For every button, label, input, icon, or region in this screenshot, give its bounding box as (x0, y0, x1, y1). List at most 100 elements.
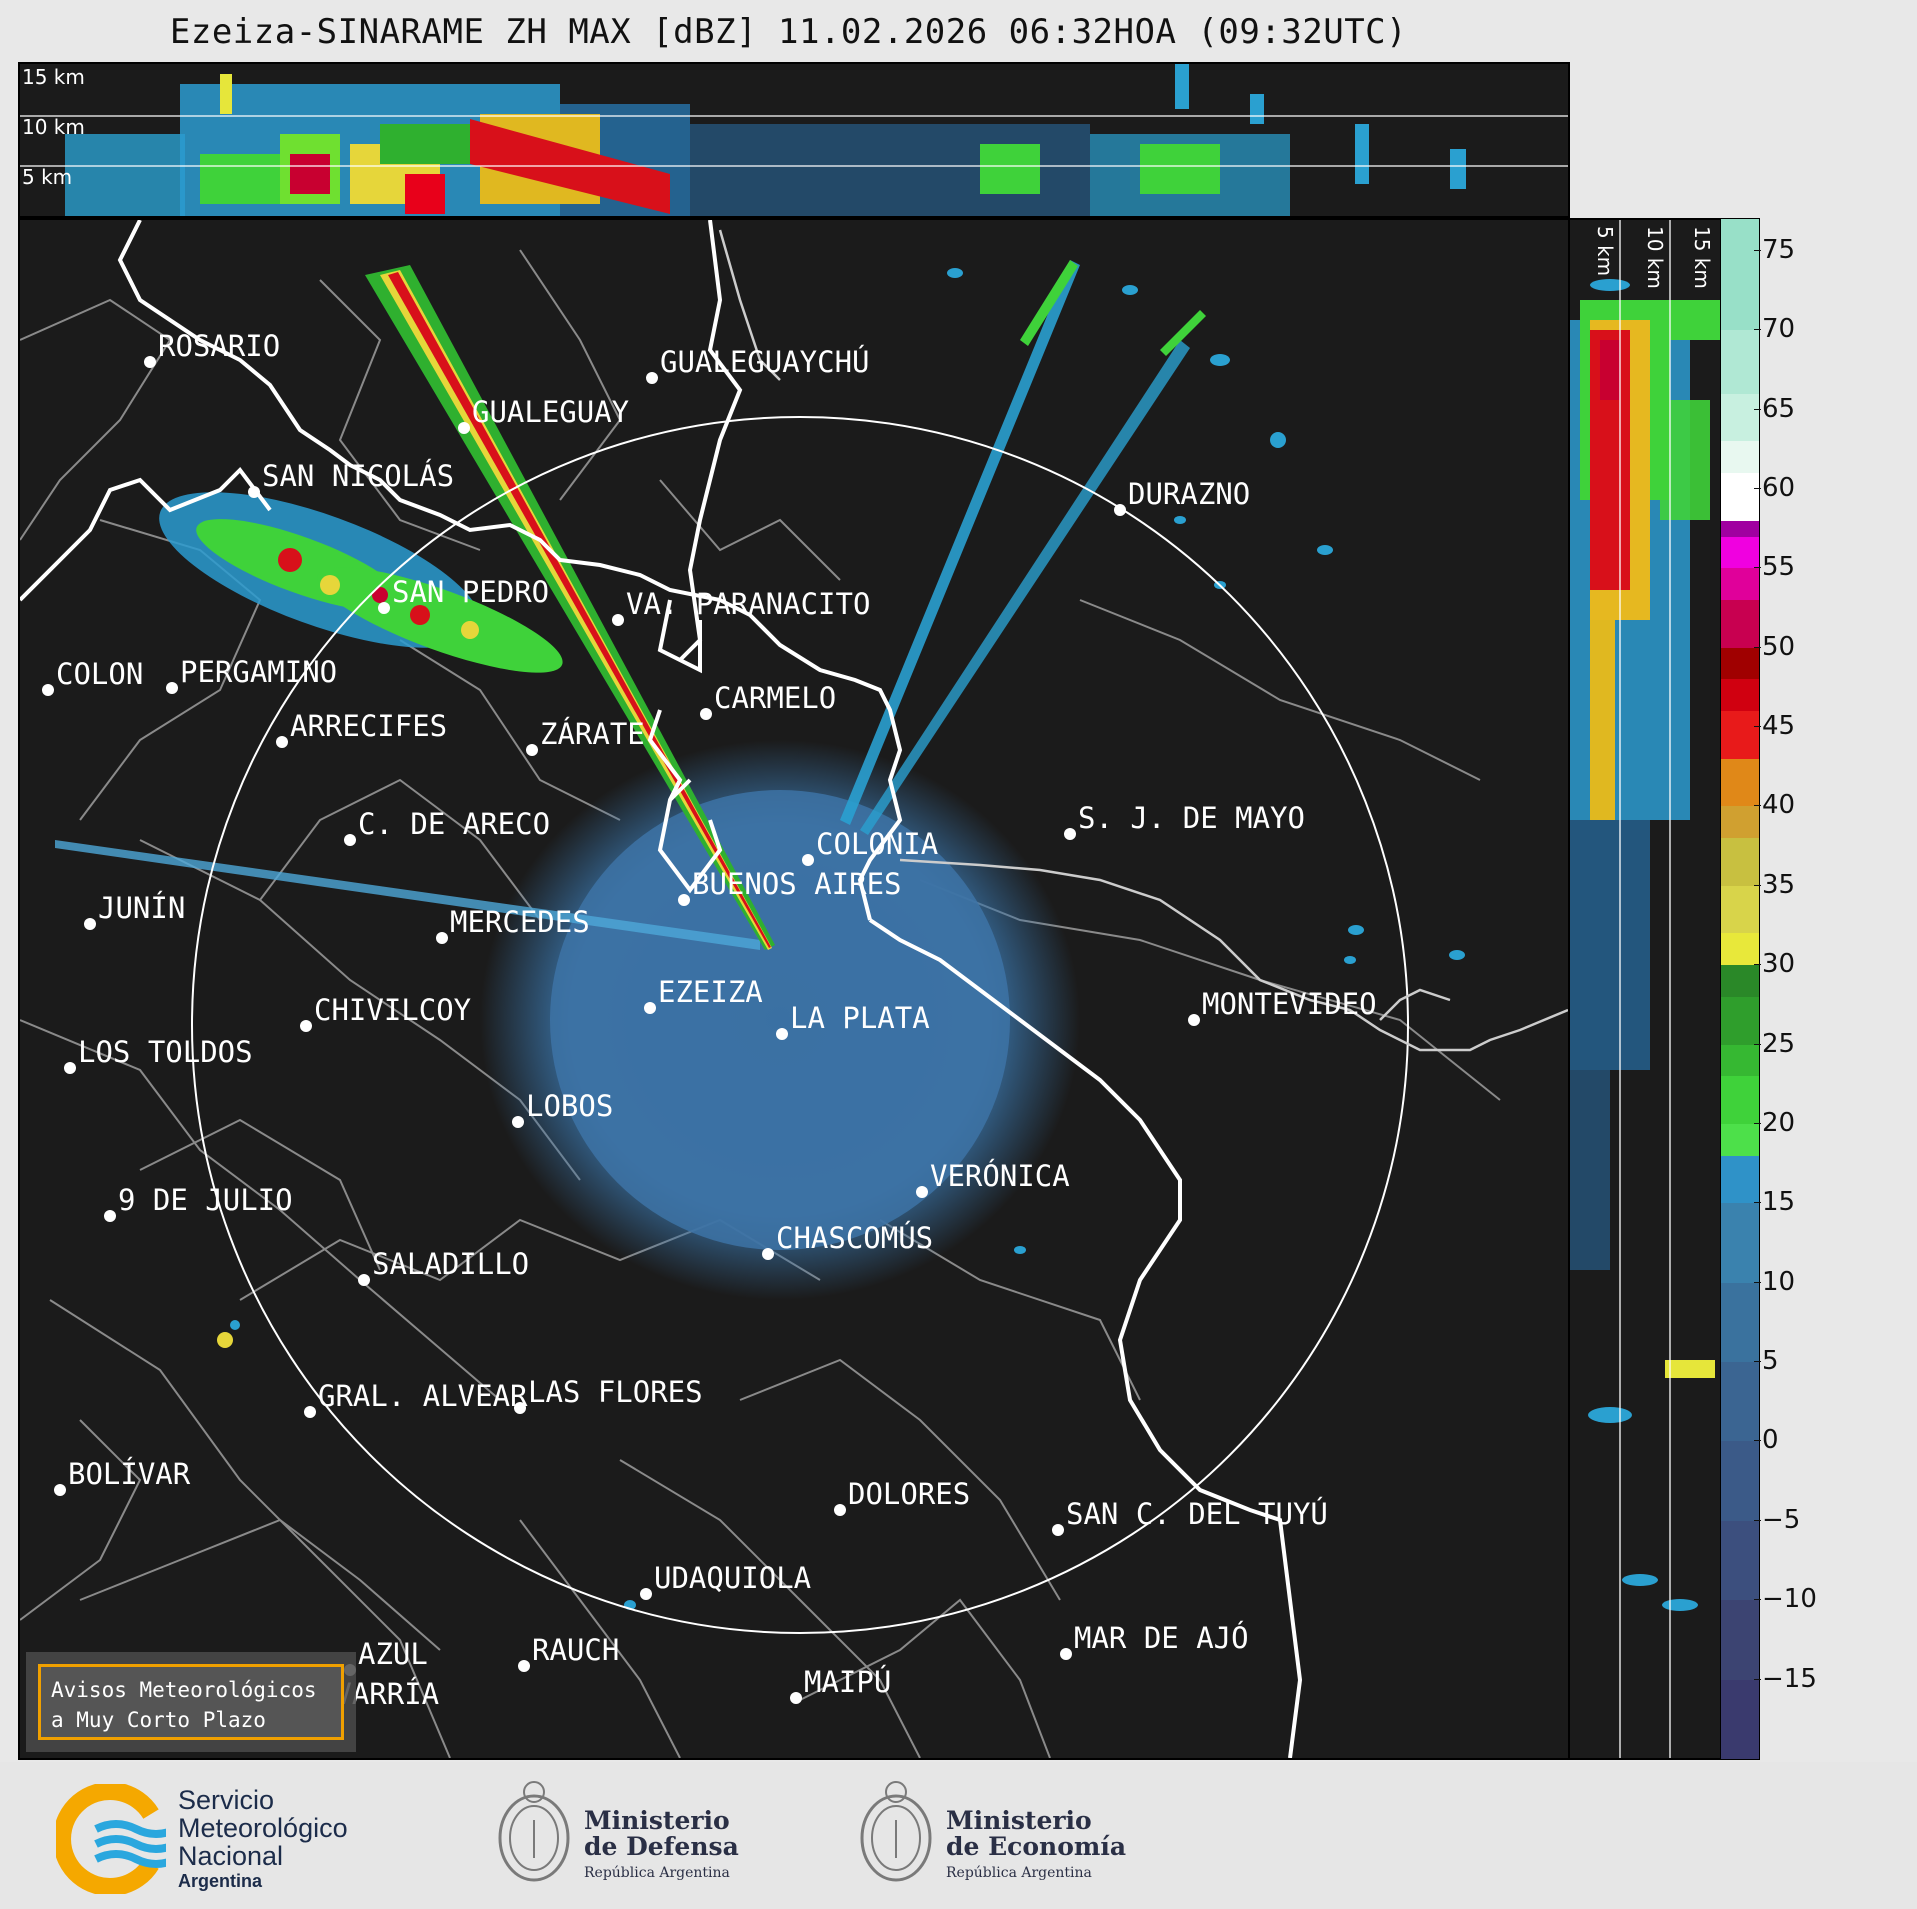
side-height-label-5km: 5 km (1593, 226, 1617, 276)
city-marker (166, 682, 178, 694)
smn-line-4: Argentina (178, 1871, 263, 1891)
city-marker (640, 1588, 652, 1600)
radar-map-panel: ROSARIO GUALEGUAYCHÚ GUALEGUAY SAN NICOLÁS D… (18, 218, 1570, 1760)
colorbar-segment (1721, 473, 1759, 521)
height-label-5km: 5 km (22, 165, 72, 189)
city-label: MERCEDES (450, 905, 590, 939)
colorbar-tick-label: 50 (1753, 631, 1796, 662)
city-marker (1060, 1648, 1072, 1660)
city-label: BOLÍVAR (68, 1457, 191, 1491)
economia-line-2: de Economía (946, 1832, 1127, 1861)
economia-name: Ministerio de Economía República Argenti… (946, 1808, 1126, 1886)
colorbar-segment (1721, 1044, 1759, 1077)
city-label: JUNÍN (98, 891, 185, 925)
side-height-label-10km: 10 km (1643, 226, 1667, 289)
city-marker (104, 1210, 116, 1222)
city-label: MONTEVIDEO (1202, 987, 1377, 1021)
city-label: COLON (56, 657, 143, 691)
top-cross-section-panel: 15 km 10 km 5 km (18, 62, 1570, 218)
colorbar-segment (1721, 1203, 1759, 1283)
colorbar-tick-label: −10 (1754, 1584, 1817, 1615)
colorbar-segment (1721, 933, 1759, 966)
city-marker (512, 1116, 524, 1128)
side-height-label-15km: 15 km (1690, 226, 1714, 289)
height-label-10km: 10 km (22, 115, 85, 139)
economia-seal (856, 1776, 936, 1896)
colorbar-tick-label: −15 (1754, 1663, 1817, 1694)
city-label: ZÁRATE (540, 717, 645, 751)
coastline (20, 220, 1303, 1758)
colorbar-tick-label: 45 (1753, 711, 1796, 742)
argentina-seal-icon (498, 1781, 570, 1882)
city-marker (518, 1660, 530, 1672)
side-cross-section-svg: 5 km 10 km 15 km (1570, 220, 1720, 1758)
defensa-line-3: República Argentina (584, 1865, 730, 1881)
colorbar-tick-label: 60 (1753, 472, 1796, 503)
city-label: C. DE ARECO (358, 807, 550, 841)
colorbar-segment (1721, 600, 1759, 648)
height-label-15km: 15 km (22, 65, 85, 89)
city-marker (700, 708, 712, 720)
city-marker (304, 1406, 316, 1418)
defensa-seal (494, 1776, 574, 1896)
colorbar-segment (1721, 758, 1759, 807)
city-label: COLONIA (816, 827, 938, 861)
smn-line-3: Nacional (178, 1841, 284, 1871)
colorbar-segment (1721, 520, 1759, 537)
city-label: LAS FLORES (528, 1375, 703, 1409)
colorbar-segment (1721, 1123, 1759, 1156)
colorbar-tick-label: 40 (1753, 790, 1796, 821)
colorbar-tick-label: 55 (1753, 552, 1796, 583)
colorbar-segment (1721, 647, 1759, 680)
colorbar-segment (1721, 1600, 1759, 1680)
radar-map-svg: ROSARIO GUALEGUAYCHÚ GUALEGUAY SAN NICOLÁS D… (20, 220, 1568, 1758)
colorbar-segment (1721, 996, 1759, 1045)
city-label: SAN NICOLÁS (262, 459, 454, 493)
city-label: SAN PEDRO (392, 575, 549, 609)
city-marker (344, 834, 356, 846)
city-marker (1052, 1524, 1064, 1536)
footer: Servicio Meteorológico Nacional Argentin… (0, 1762, 1917, 1909)
city-marker (612, 614, 624, 626)
smn-line-2: Meteorológico (178, 1813, 348, 1843)
admin-borders (20, 249, 1501, 1758)
city-label: MAR DE AJÓ (1074, 1621, 1249, 1655)
city-label: EZEIZA (658, 975, 763, 1009)
city-marker (1064, 828, 1076, 840)
city-label: DOLORES (848, 1477, 970, 1511)
city-label: RAUCH (532, 1633, 619, 1667)
city-marker (458, 422, 470, 434)
city-label: CARMELO (714, 681, 836, 715)
city-marker (144, 356, 156, 368)
smn-logo (56, 1784, 166, 1894)
city-marker (776, 1028, 788, 1040)
colorbar-segment (1721, 679, 1759, 712)
notice-line-1: Avisos Meteorológicos (51, 1678, 317, 1702)
economia-line-3: República Argentina (946, 1865, 1092, 1881)
city-marker (1114, 504, 1126, 516)
colorbar-segment (1721, 393, 1759, 442)
colorbar-tick-label: 25 (1753, 1028, 1796, 1059)
colorbar-segment (1721, 219, 1759, 331)
colorbar-segment (1721, 441, 1759, 474)
city-marker (358, 1274, 370, 1286)
city-marker (678, 894, 690, 906)
colorbar-tick-label: 10 (1753, 1266, 1796, 1297)
city-markers: ROSARIO GUALEGUAYCHÚ GUALEGUAY SAN NICOLÁS D… (42, 329, 1377, 1716)
city-marker (526, 744, 538, 756)
city-label: VERÓNICA (930, 1159, 1070, 1193)
city-marker (64, 1062, 76, 1074)
city-label: CHASCOMÚS (776, 1221, 933, 1255)
city-label: MAIPÚ (804, 1665, 891, 1699)
city-label: ROSARIO (158, 329, 280, 363)
colorbar-tick-label: 5 (1754, 1346, 1779, 1377)
colorbar-tick-label: 35 (1753, 869, 1796, 900)
defensa-name: Ministerio de Defensa República Argentin… (584, 1808, 739, 1886)
city-marker (916, 1186, 928, 1198)
city-label: LA PLATA (790, 1001, 930, 1035)
smn-logo-icon (56, 1784, 166, 1894)
city-marker (84, 918, 96, 930)
city-label: PERGAMINO (180, 655, 337, 689)
city-label: SALADILLO (372, 1247, 529, 1281)
city-marker (790, 1692, 802, 1704)
